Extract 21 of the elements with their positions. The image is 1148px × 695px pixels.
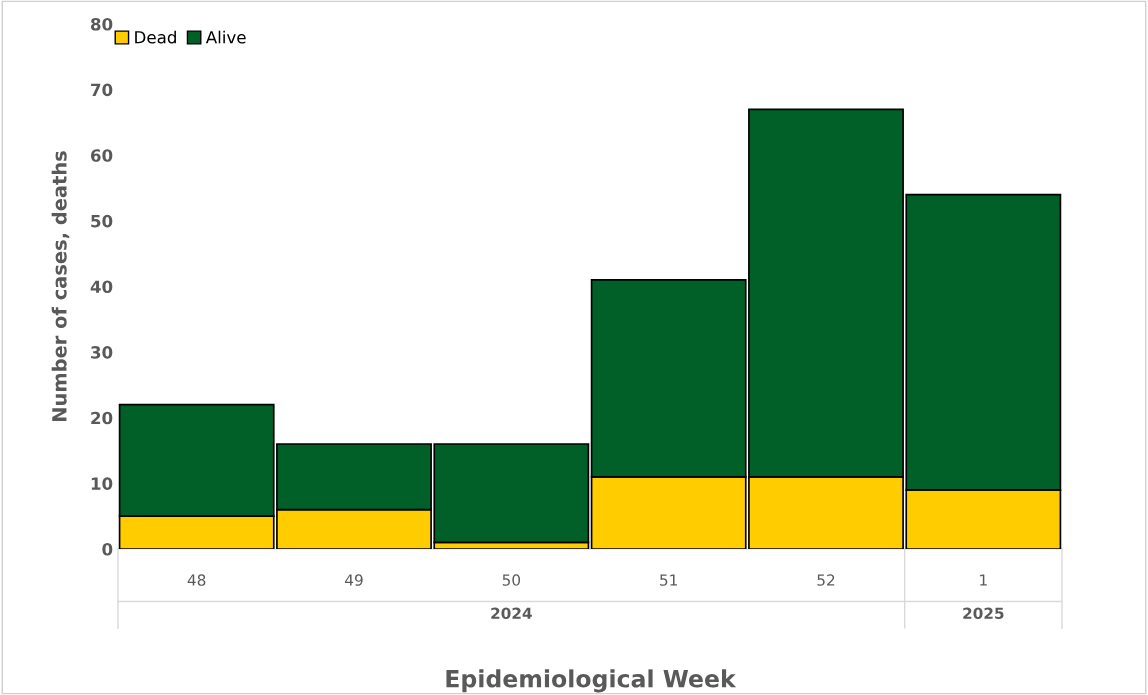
x-tick-label: 50 — [502, 574, 521, 586]
y-tick-label: 70 — [91, 83, 113, 97]
y-tick-label: 80 — [90, 17, 113, 31]
y-axis-title: Number of cases, deaths — [51, 151, 70, 421]
legend-label: Alive — [205, 30, 246, 44]
x-tick-label: 49 — [345, 574, 363, 586]
y-tick-label: 10 — [91, 477, 113, 490]
y-tick-label: 50 — [91, 214, 113, 228]
y-tick-label: 0 — [102, 542, 113, 556]
x-tick-label: 1 — [980, 574, 987, 586]
legend-label: Dead — [135, 30, 176, 44]
text: 2025 — [963, 607, 1004, 620]
x-tick-label: 48 — [187, 574, 206, 586]
y-tick-label: 60 — [90, 149, 113, 162]
x-tick-label: 51 — [660, 574, 677, 586]
text: 2024 — [491, 607, 532, 620]
y-tick-label: 40 — [90, 280, 113, 294]
x-axis-title: Epidemiological Week — [446, 669, 737, 693]
y-tick-label: 20 — [91, 411, 113, 425]
y-tick-label: 30 — [91, 346, 113, 359]
x-tick-label: 52 — [817, 574, 835, 586]
